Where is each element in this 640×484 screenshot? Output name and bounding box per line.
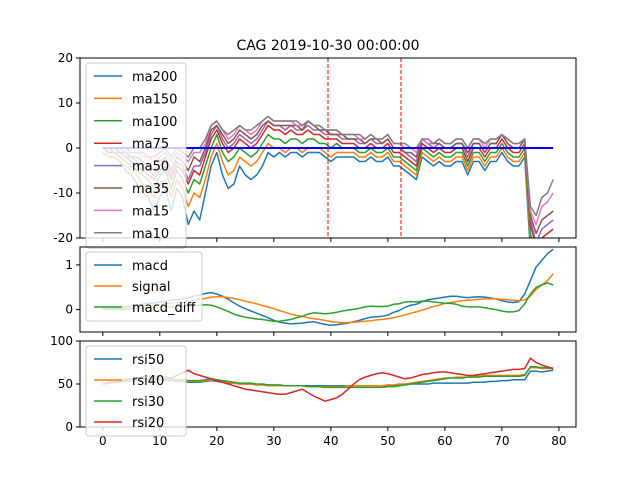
x-tick-label: 10 — [152, 434, 167, 448]
y-tick-label: 10 — [58, 96, 73, 110]
chart-title: CAG 2019-10-30 00:00:00 — [236, 38, 419, 54]
legend-label-ma150: ma150 — [132, 92, 177, 107]
x-tick-label: 60 — [437, 434, 452, 448]
legend-label-signal: signal — [132, 280, 170, 295]
x-tick-label: 0 — [99, 434, 107, 448]
y-tick-label: 0 — [65, 141, 73, 155]
legend-label-rsi50: rsi50 — [132, 353, 164, 368]
legend — [85, 62, 187, 249]
y-tick-label: 100 — [50, 334, 73, 348]
y-tick-label: 0 — [65, 420, 73, 434]
y-tick-label: 1 — [65, 258, 73, 272]
price-ma-panel: -20 -10 0 10 20 ma200 ma150 ma100 ma75 ma50 ma35 ma… — [53, 51, 577, 249]
x-tick-label: 20 — [209, 434, 224, 448]
legend-label-rsi40: rsi40 — [132, 374, 164, 389]
legend-label-ma50: ma50 — [132, 160, 169, 175]
legend-label-rsi20: rsi20 — [132, 416, 164, 431]
macd-panel: 0 1 macd signal macd_diff — [65, 246, 577, 336]
legend-label-ma100: ma100 — [132, 115, 177, 130]
y-tick-label: 50 — [58, 377, 73, 391]
x-tick-label: 80 — [551, 434, 566, 448]
x-tick-label: 30 — [266, 434, 281, 448]
x-tick-label: 50 — [380, 434, 395, 448]
legend-label-macd_diff: macd_diff — [132, 301, 196, 316]
y-tick-label: -20 — [53, 231, 73, 245]
y-tick-label: 0 — [65, 303, 73, 317]
x-tick-label: 40 — [323, 434, 338, 448]
y-tick-label: -10 — [53, 186, 73, 200]
legend-label-ma200: ma200 — [132, 70, 177, 85]
legend-label-ma35: ma35 — [132, 182, 169, 197]
rsi-panel: 0 50 100 0 10 20 30 40 50 60 70 80 rsi50 rsi40 rsi30 rs… — [50, 334, 577, 448]
y-tick-label: 20 — [58, 51, 73, 65]
legend — [85, 345, 187, 437]
legend-label-ma75: ma75 — [132, 137, 169, 152]
x-tick-label: 70 — [494, 434, 509, 448]
legend — [85, 251, 203, 322]
legend-label-macd: macd — [132, 259, 168, 274]
legend-label-rsi30: rsi30 — [132, 395, 164, 410]
axes-frame — [79, 246, 577, 333]
legend-label-ma15: ma15 — [132, 204, 169, 219]
legend-label-ma10: ma10 — [132, 227, 169, 242]
